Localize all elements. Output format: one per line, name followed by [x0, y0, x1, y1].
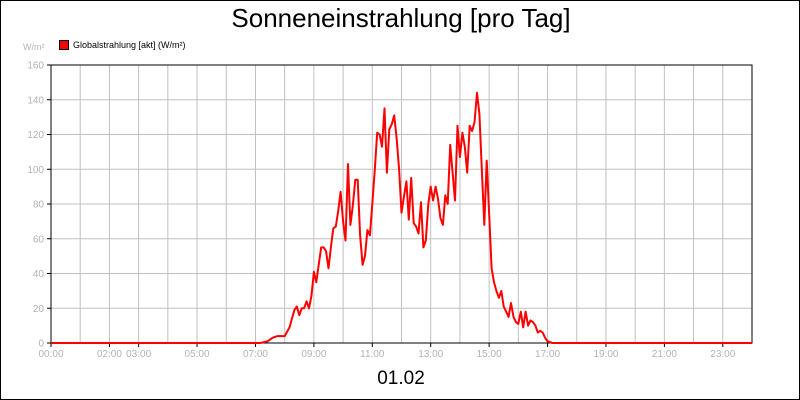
- x-tick-label: 19:00: [593, 349, 618, 360]
- legend-label: Globalstrahlung [akt] (W/m²): [73, 40, 186, 50]
- x-tick-label: 00:00: [38, 349, 63, 360]
- x-tick-label: 15:00: [477, 349, 502, 360]
- x-tick-label: 02:00: [97, 349, 122, 360]
- y-axis-unit-label: W/m²: [23, 42, 45, 52]
- y-tick-label: 100: [27, 165, 44, 176]
- y-tick-label: 160: [27, 61, 44, 72]
- legend-swatch: [59, 40, 69, 50]
- y-tick-label: 80: [33, 200, 45, 211]
- y-tick-label: 140: [27, 95, 44, 106]
- x-tick-label: 09:00: [301, 349, 326, 360]
- chart-title: Sonneneinstrahlung [pro Tag]: [231, 3, 571, 33]
- x-tick-label: 13:00: [418, 349, 443, 360]
- y-tick-label: 0: [38, 339, 44, 350]
- x-tick-label: 17:00: [535, 349, 560, 360]
- y-tick-label: 40: [33, 269, 45, 280]
- x-tick-label: 07:00: [243, 349, 268, 360]
- plot-border: [50, 64, 753, 344]
- x-tick-label: 21:00: [652, 349, 677, 360]
- series-line: [51, 91, 752, 344]
- x-tick-label: 05:00: [185, 349, 210, 360]
- x-tick-label: 03:00: [126, 349, 151, 360]
- x-tick-label: 23:00: [710, 349, 735, 360]
- y-tick-label: 20: [33, 304, 45, 315]
- x-tick-label: 11:00: [360, 349, 385, 360]
- legend: Globalstrahlung [akt] (W/m²): [59, 40, 186, 50]
- x-axis-date-label: 01.02: [377, 368, 425, 389]
- y-tick-label: 120: [27, 130, 44, 141]
- y-tick-label: 60: [33, 234, 45, 245]
